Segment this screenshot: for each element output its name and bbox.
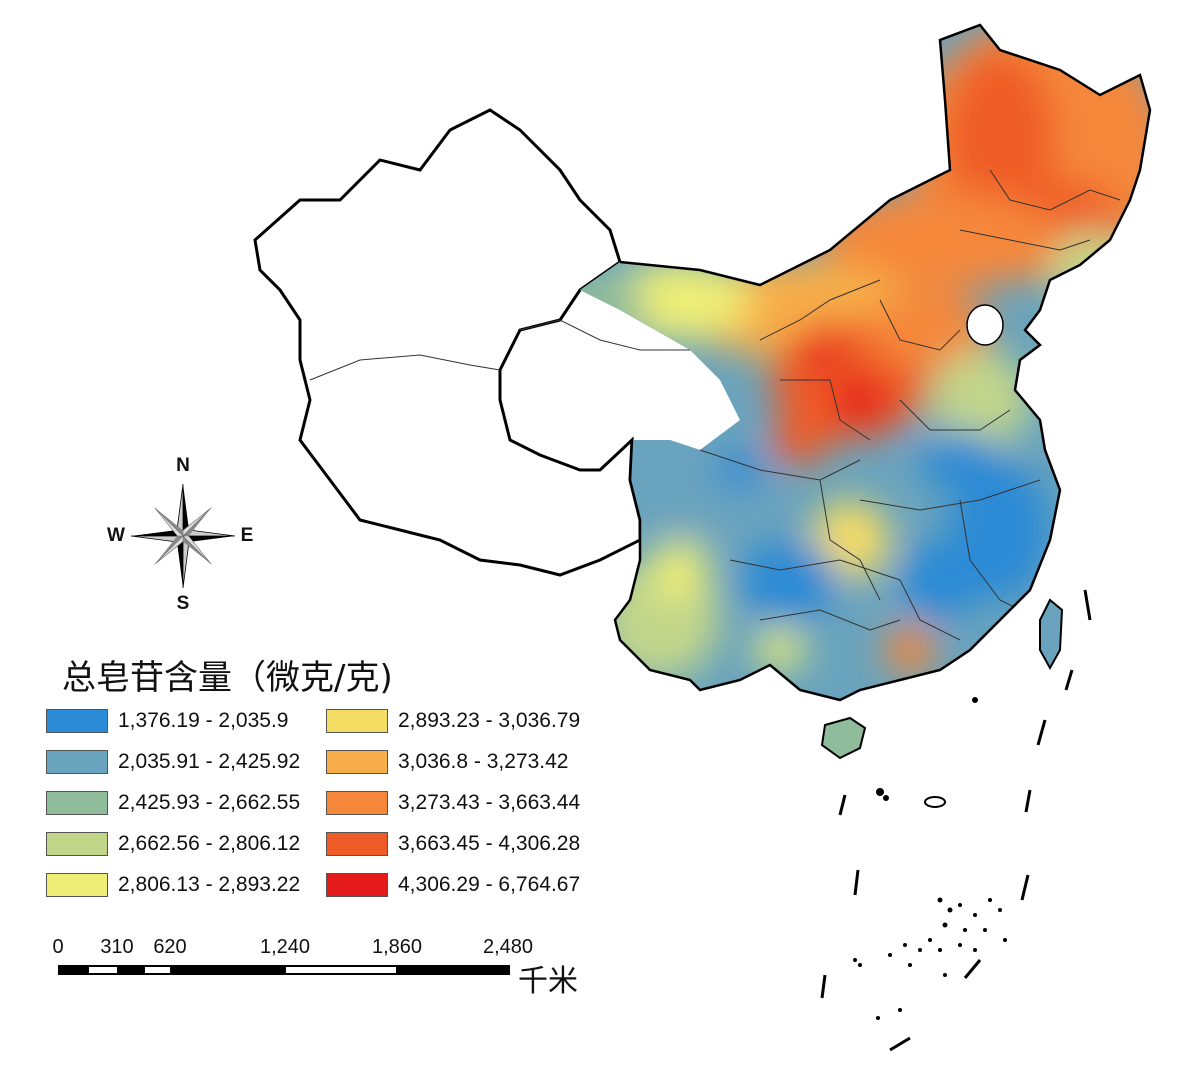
legend-swatch	[326, 873, 388, 897]
legend-label: 3,273.43 - 3,663.44	[398, 791, 581, 814]
legend-label: 3,663.45 - 4,306.28	[398, 832, 581, 855]
legend-swatch	[326, 709, 388, 733]
legend-swatch	[46, 832, 108, 856]
colored-region-outline	[613, 23, 1152, 702]
legend-item: 2,425.93 - 2,662.55	[46, 789, 300, 817]
legend-item: 3,663.45 - 4,306.28	[326, 830, 580, 858]
scale-tick-label: 1,240	[259, 936, 311, 958]
compass-south-label: S	[176, 593, 190, 614]
scale-tick-label: 2,480	[482, 936, 534, 958]
south-sea-boundary	[820, 589, 1092, 1052]
scale-tick-label: 0	[52, 936, 64, 958]
south-sea-islands	[853, 697, 1007, 1020]
legend-item: 2,893.23 - 3,036.79	[326, 707, 580, 735]
legend-swatch	[326, 750, 388, 774]
legend-swatch	[326, 832, 388, 856]
bohai-sea	[966, 304, 1004, 346]
legend-label: 3,036.8 - 3,273.42	[398, 750, 569, 773]
legend-label: 2,806.13 - 2,893.22	[118, 873, 301, 896]
compass-west-label: W	[107, 525, 125, 546]
legend-swatch	[46, 791, 108, 815]
legend-swatch	[46, 873, 108, 897]
compass-rose	[130, 483, 236, 589]
taiwan-island	[1039, 598, 1064, 671]
legend-item: 3,036.8 - 3,273.42	[326, 748, 568, 776]
province-border-west	[309, 319, 690, 381]
legend-swatch	[46, 750, 108, 774]
legend-swatch	[326, 791, 388, 815]
heat-surface	[580, 25, 1150, 700]
legend-label: 2,425.93 - 2,662.55	[118, 791, 301, 814]
compass-north-label: N	[176, 455, 190, 476]
legend-title: 总皂苷含量（微克/克)	[62, 658, 393, 698]
legend-label: 2,893.23 - 3,036.79	[398, 709, 581, 732]
scale-tick-label: 310	[100, 936, 134, 958]
scale-unit-label: 千米	[518, 964, 578, 999]
legend-item: 3,273.43 - 3,663.44	[326, 789, 580, 817]
legend-item: 2,662.56 - 2,806.12	[46, 830, 300, 858]
legend-item: 2,806.13 - 2,893.22	[46, 871, 300, 899]
legend-item: 4,306.29 - 6,764.67	[326, 871, 580, 899]
legend-swatch	[46, 709, 108, 733]
scale-bar	[58, 965, 510, 975]
legend-label: 1,376.19 - 2,035.9	[118, 709, 289, 732]
compass-east-label: E	[240, 525, 254, 546]
legend-label: 2,035.91 - 2,425.92	[118, 750, 301, 773]
hainan-island	[820, 716, 867, 760]
west-region-outline	[253, 108, 642, 577]
legend-label: 2,662.56 - 2,806.12	[118, 832, 301, 855]
province-borders	[699, 169, 1121, 641]
legend-item: 2,035.91 - 2,425.92	[46, 748, 300, 776]
scale-tick-label: 620	[153, 936, 187, 958]
legend-label: 4,306.29 - 6,764.67	[398, 873, 581, 896]
scale-tick-label: 1,860	[371, 936, 423, 958]
legend-item: 1,376.19 - 2,035.9	[46, 707, 288, 735]
